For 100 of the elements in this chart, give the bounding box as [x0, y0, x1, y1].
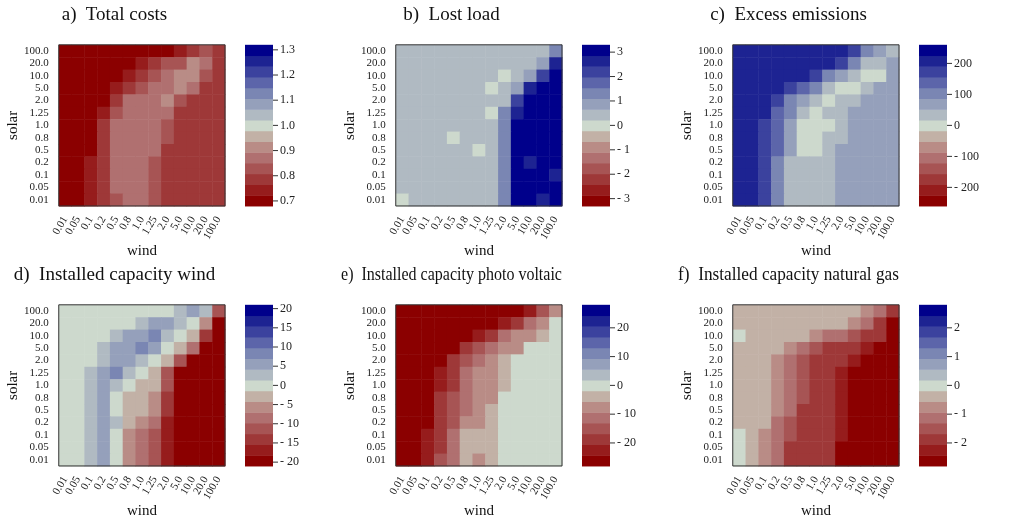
y-tick-label: 0.1 — [709, 427, 723, 440]
y-tick-label: 0.05 — [703, 440, 724, 453]
y-tick-label: 0.8 — [35, 390, 50, 403]
y-axis-title: solar — [340, 110, 357, 140]
y-tick-label: 5.0 — [709, 81, 724, 94]
color-bar-label: 0.9 — [280, 142, 295, 157]
y-axis-title: solar — [340, 370, 357, 400]
color-bar-label: 0.7 — [280, 193, 295, 208]
y-tick-label: 1.25 — [29, 105, 50, 118]
y-tick-label: 1.25 — [366, 105, 387, 118]
x-axis-title: wind — [126, 241, 158, 258]
color-bar-label: - 5 — [280, 396, 293, 411]
color-bar-label: 15 — [280, 319, 292, 334]
y-tick-label: 0.5 — [709, 143, 724, 156]
color-bar-label: - 1 — [954, 406, 967, 421]
y-tick-label: 20.0 — [703, 56, 724, 69]
y-tick-label: 0.8 — [35, 130, 50, 143]
color-bar-label: 5 — [280, 358, 286, 373]
color-bar-label: - 15 — [280, 435, 299, 450]
y-tick-label: 2.0 — [35, 353, 50, 366]
y-tick-label: 20.0 — [703, 316, 724, 329]
y-axis-title: solar — [677, 110, 694, 140]
y-tick-label: 1.0 — [35, 378, 50, 391]
color-bar-label: 0 — [617, 377, 623, 392]
y-tick-label: 0.8 — [709, 130, 724, 143]
color-bar-label: - 2 — [617, 166, 630, 181]
color-bar-label: 1 — [617, 93, 623, 108]
x-axis-title: wind — [463, 501, 495, 518]
y-tick-label: 0.2 — [35, 415, 49, 428]
y-tick-label: 0.5 — [372, 403, 387, 416]
color-bar-label: 200 — [954, 55, 972, 70]
y-tick-label: 1.0 — [709, 378, 724, 391]
color-bar-label: 0 — [617, 117, 623, 132]
color-bar-label: 2 — [617, 68, 623, 83]
y-tick-label: 0.01 — [366, 192, 386, 205]
color-bar-label: - 100 — [954, 148, 979, 163]
y-tick-label: 0.5 — [35, 403, 50, 416]
y-tick-label: 0.5 — [35, 143, 50, 156]
y-tick-label: 2.0 — [35, 93, 50, 106]
y-tick-label: 100.0 — [698, 303, 724, 316]
x-axis-title: wind — [463, 241, 495, 258]
color-bar-label: 0 — [280, 377, 286, 392]
y-tick-label: 20.0 — [29, 316, 50, 329]
y-tick-label: 0.2 — [372, 155, 386, 168]
color-bar-label: - 200 — [954, 179, 979, 194]
y-tick-label: 100.0 — [24, 303, 50, 316]
y-tick-label: 0.8 — [372, 130, 387, 143]
y-tick-label: 10.0 — [29, 68, 50, 81]
color-bar-label: 1.3 — [280, 41, 295, 56]
y-tick-label: 100.0 — [24, 43, 50, 56]
y-tick-label: 1.25 — [366, 365, 387, 378]
color-bar-label: 0.8 — [280, 167, 295, 182]
chart-title: d) Installed capacity wind — [13, 263, 216, 286]
chart-title: f) Installed capacity natural gas — [678, 263, 899, 286]
color-bar-label: - 20 — [617, 435, 636, 450]
y-tick-label: 0.05 — [29, 180, 50, 193]
y-tick-label: 0.05 — [366, 440, 387, 453]
y-tick-label: 100.0 — [361, 43, 387, 56]
y-tick-label: 0.1 — [35, 427, 49, 440]
y-tick-label: 2.0 — [372, 353, 387, 366]
x-axis-title: wind — [800, 501, 832, 518]
color-bar-label: - 10 — [280, 415, 299, 430]
y-tick-label: 2.0 — [372, 93, 387, 106]
x-axis-title: wind — [800, 241, 832, 258]
y-tick-label: 0.01 — [703, 452, 723, 465]
y-tick-label: 2.0 — [709, 353, 724, 366]
y-tick-label: 5.0 — [372, 341, 387, 354]
color-bar-label: 1.1 — [280, 92, 295, 107]
y-tick-label: 0.05 — [366, 180, 387, 193]
y-tick-label: 1.25 — [703, 365, 724, 378]
y-tick-label: 0.5 — [372, 143, 387, 156]
y-tick-label: 0.2 — [372, 415, 386, 428]
y-tick-label: 5.0 — [372, 81, 387, 94]
color-bar-label: 10 — [280, 339, 292, 354]
color-bar-label: 0 — [954, 377, 960, 392]
y-tick-label: 0.2 — [709, 415, 723, 428]
y-tick-label: 10.0 — [366, 328, 387, 341]
y-tick-label: 0.2 — [35, 155, 49, 168]
y-tick-label: 0.8 — [372, 390, 387, 403]
color-bar-label: 100 — [954, 86, 972, 101]
y-tick-label: 1.0 — [709, 118, 724, 131]
y-tick-label: 20.0 — [29, 56, 50, 69]
y-tick-label: 5.0 — [709, 341, 724, 354]
y-tick-label: 20.0 — [366, 56, 387, 69]
y-tick-label: 5.0 — [35, 81, 50, 94]
color-bar-label: - 10 — [617, 406, 636, 421]
chart-title: e) Installed capacity photo voltaic — [341, 263, 563, 285]
color-bar-label: 10 — [617, 348, 629, 363]
y-tick-label: 0.1 — [372, 167, 386, 180]
y-tick-label: 1.25 — [29, 365, 50, 378]
y-tick-label: 0.01 — [703, 192, 723, 205]
color-bar-label: 1.2 — [280, 67, 295, 82]
y-tick-label: 10.0 — [703, 328, 724, 341]
y-tick-label: 1.0 — [35, 118, 50, 131]
y-tick-label: 0.01 — [366, 452, 386, 465]
y-tick-label: 10.0 — [703, 68, 724, 81]
color-bar-label: 1 — [954, 348, 960, 363]
y-tick-label: 0.05 — [29, 440, 50, 453]
y-tick-label: 0.1 — [35, 167, 49, 180]
y-tick-label: 0.01 — [29, 192, 49, 205]
